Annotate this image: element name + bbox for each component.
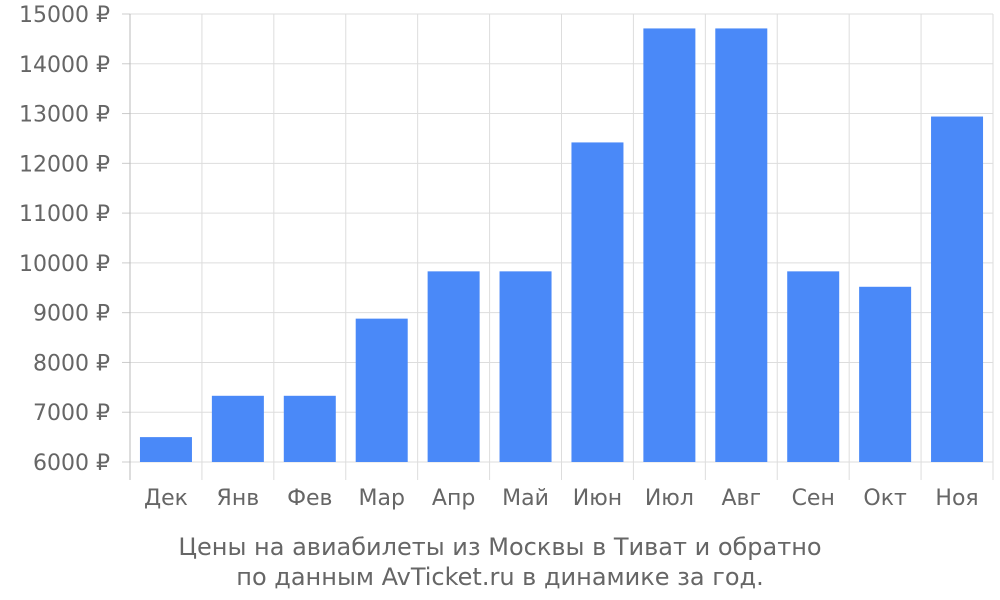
bar-1: [139, 437, 192, 462]
bar-3: [283, 395, 336, 462]
bar-10: [787, 271, 840, 462]
bar-7: [571, 142, 624, 462]
bar-12: [931, 116, 984, 462]
y-tick-label: 12000 ₽: [19, 152, 110, 177]
y-tick-label: 11000 ₽: [19, 202, 110, 227]
bar-4: [355, 318, 408, 462]
bar-11: [859, 286, 912, 462]
x-tick-label: Апр: [432, 486, 475, 511]
x-tick-label: Авг: [722, 486, 762, 511]
x-tick-label: Дек: [144, 486, 188, 511]
x-tick-label: Июн: [573, 486, 622, 511]
x-tick-label: Фев: [287, 486, 332, 511]
bar-9: [715, 28, 768, 463]
y-tick-label: 9000 ₽: [33, 302, 110, 327]
x-tick-label: Мар: [358, 486, 404, 511]
x-tick-label: Сен: [792, 486, 835, 511]
price-bar-chart: 6000 ₽ 7000 ₽ 8000 ₽ 9000 ₽ 10000 ₽ 11000 ₽ 12…: [19, 3, 994, 511]
bar-6: [499, 271, 552, 462]
chart-caption-line-2: по данным AvTicket.ru в динамике за год.: [236, 563, 764, 591]
y-tick-label: 15000 ₽: [19, 3, 110, 28]
x-tick-label: Окт: [863, 486, 907, 511]
y-tick-label: 7000 ₽: [33, 401, 110, 426]
x-tick-label: Янв: [217, 486, 260, 511]
y-tick-label: 14000 ₽: [19, 53, 110, 78]
y-tick-label: 6000 ₽: [33, 451, 110, 476]
y-tick-label: 8000 ₽: [33, 351, 110, 376]
x-tick-label: Ноя: [935, 486, 978, 511]
x-tick-label: Май: [502, 486, 549, 511]
x-tick-label: Июл: [645, 486, 694, 511]
bar-5: [427, 271, 480, 462]
bar-2: [211, 395, 264, 462]
y-tick-label: 13000 ₽: [19, 103, 110, 128]
bar-8: [643, 28, 696, 463]
chart-caption-line-1: Цены на авиабилеты из Москвы в Тиват и о…: [178, 533, 822, 561]
y-tick-label: 10000 ₽: [19, 252, 110, 277]
